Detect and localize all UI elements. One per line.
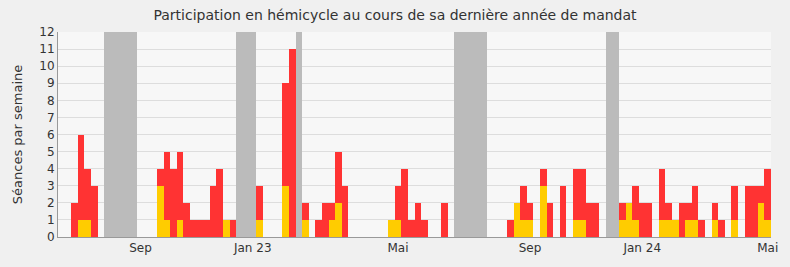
svg-text:4: 4	[47, 162, 55, 176]
svg-text:3: 3	[47, 179, 55, 193]
svg-text:5: 5	[47, 145, 55, 159]
svg-text:7: 7	[47, 111, 55, 125]
svg-text:Séances par semaine: Séances par semaine	[10, 65, 25, 204]
svg-text:2: 2	[47, 196, 55, 210]
svg-text:Mai: Mai	[757, 241, 778, 255]
svg-text:Sep: Sep	[129, 241, 152, 255]
svg-text:10: 10	[39, 59, 54, 73]
svg-text:Sep: Sep	[519, 241, 542, 255]
svg-text:8: 8	[47, 94, 55, 108]
svg-text:0: 0	[47, 230, 55, 244]
svg-text:9: 9	[47, 76, 55, 90]
svg-text:12: 12	[39, 25, 54, 39]
svg-text:11: 11	[39, 42, 54, 56]
svg-text:6: 6	[47, 128, 55, 142]
svg-text:1: 1	[47, 213, 55, 227]
svg-text:Mai: Mai	[387, 241, 408, 255]
svg-text:Jan 24: Jan 24	[622, 241, 661, 255]
svg-text:Participation en hémicycle au: Participation en hémicycle au cours de s…	[153, 7, 637, 23]
svg-text:Jan 23: Jan 23	[233, 241, 272, 255]
